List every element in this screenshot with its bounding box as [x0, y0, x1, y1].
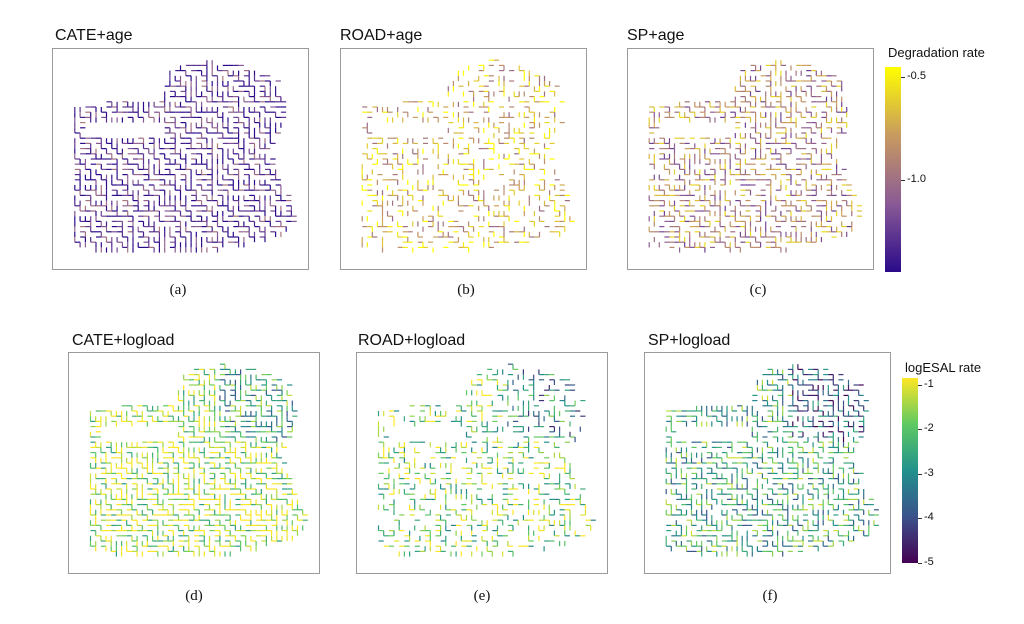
- tick-mark: [918, 384, 922, 386]
- panel-title: ROAD+age: [340, 27, 423, 44]
- street-network-map: [89, 363, 308, 557]
- map-frame: [340, 48, 587, 270]
- tick-mark: [918, 563, 922, 564]
- panel-title: SP+logload: [648, 332, 731, 349]
- tick-mark: [901, 179, 905, 181]
- tick-label: -1: [924, 377, 934, 390]
- panel-caption: (c): [749, 282, 767, 298]
- map-frame: [52, 48, 309, 270]
- tick-label: -1.0: [907, 172, 926, 185]
- legend-title: Degradation rate: [888, 45, 985, 60]
- panel-title: ROAD+logload: [358, 332, 466, 349]
- tick-label: -5: [924, 556, 934, 568]
- colorbar: [885, 67, 901, 272]
- tick-mark: [918, 429, 922, 431]
- street-network-map: [74, 60, 297, 253]
- panel-title: SP+age: [627, 27, 685, 44]
- tick-mark: [901, 77, 905, 79]
- colorbar: [902, 378, 918, 563]
- street-network-map: [377, 363, 596, 557]
- panel-caption: (f): [762, 588, 778, 604]
- map-frame: [356, 352, 608, 574]
- legend-title: logESAL rate: [905, 360, 982, 375]
- street-network-map: [361, 59, 575, 253]
- map-frame: [644, 352, 891, 574]
- panel-caption: (a): [169, 282, 187, 298]
- tick-label: -0.5: [907, 70, 926, 83]
- tick-mark: [918, 518, 922, 520]
- street-network-map: [648, 60, 862, 253]
- tick-label: -4: [924, 511, 934, 524]
- tick-label: -3: [924, 466, 934, 479]
- panel-title: CATE+logload: [72, 332, 175, 349]
- map-frame: [68, 352, 320, 574]
- panel-title: CATE+age: [55, 27, 133, 44]
- panel-caption: (e): [473, 588, 491, 604]
- tick-mark: [918, 473, 922, 475]
- panel-caption: (d): [185, 588, 203, 604]
- street-network-map: [665, 364, 879, 557]
- tick-label: -2: [924, 422, 934, 435]
- map-frame: [627, 48, 874, 270]
- panel-caption: (b): [457, 282, 475, 298]
